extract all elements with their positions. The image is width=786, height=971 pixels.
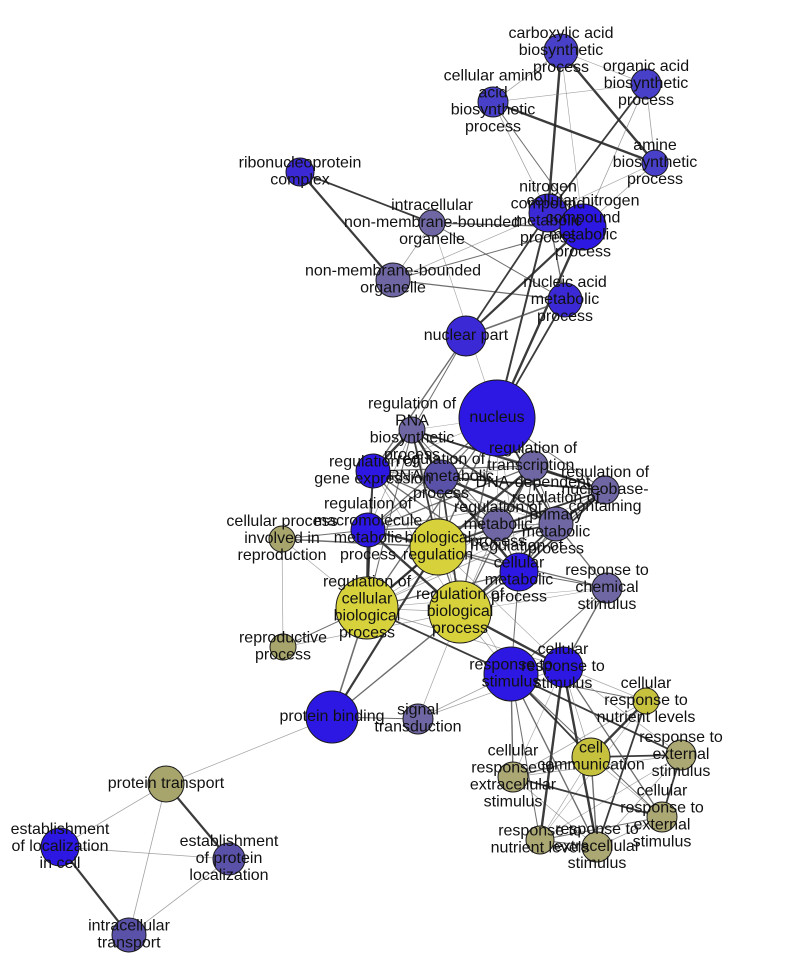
svg-text:ribonucleoprotein: ribonucleoprotein bbox=[239, 155, 362, 172]
svg-text:process: process bbox=[555, 244, 611, 261]
svg-text:metabolic: metabolic bbox=[531, 291, 599, 308]
svg-text:process: process bbox=[618, 92, 674, 109]
svg-text:organelle: organelle bbox=[360, 280, 426, 297]
svg-text:regulation of: regulation of bbox=[454, 499, 543, 516]
svg-text:cellular process: cellular process bbox=[226, 513, 337, 530]
svg-text:process: process bbox=[339, 625, 395, 642]
svg-text:response to: response to bbox=[604, 692, 688, 709]
svg-text:nutrient levels: nutrient levels bbox=[597, 709, 696, 726]
svg-text:regulation of: regulation of bbox=[489, 440, 578, 457]
svg-text:biosynthetic: biosynthetic bbox=[519, 42, 604, 59]
svg-text:external: external bbox=[653, 746, 710, 763]
svg-text:in cell: in cell bbox=[40, 855, 81, 872]
svg-text:regulation of: regulation of bbox=[397, 451, 486, 468]
svg-text:biosynthetic: biosynthetic bbox=[604, 75, 689, 92]
svg-text:metabolic: metabolic bbox=[464, 516, 532, 533]
svg-text:biological: biological bbox=[334, 608, 401, 625]
svg-text:establishment: establishment bbox=[11, 821, 110, 838]
svg-text:transduction: transduction bbox=[374, 719, 461, 736]
svg-text:biological: biological bbox=[427, 603, 494, 620]
svg-text:stimulus: stimulus bbox=[534, 675, 593, 692]
svg-text:establishment: establishment bbox=[180, 833, 279, 850]
svg-text:cell: cell bbox=[579, 740, 603, 757]
svg-text:biosynthetic: biosynthetic bbox=[370, 430, 455, 447]
svg-text:cellular: cellular bbox=[637, 783, 688, 800]
svg-text:intracellular: intracellular bbox=[391, 197, 473, 214]
svg-text:cellular: cellular bbox=[538, 641, 589, 658]
svg-text:metabolic: metabolic bbox=[549, 227, 617, 244]
svg-text:reproductive: reproductive bbox=[239, 630, 327, 647]
svg-text:regulation of: regulation of bbox=[416, 586, 505, 603]
svg-text:intracellular: intracellular bbox=[88, 918, 170, 935]
svg-text:signal: signal bbox=[397, 702, 439, 719]
svg-text:organic acid: organic acid bbox=[603, 58, 689, 75]
svg-text:process: process bbox=[255, 647, 311, 664]
svg-text:nucleus: nucleus bbox=[469, 409, 524, 426]
svg-text:response to: response to bbox=[639, 729, 723, 746]
svg-text:process: process bbox=[627, 171, 683, 188]
svg-text:response to: response to bbox=[555, 821, 639, 838]
svg-text:complex: complex bbox=[270, 172, 330, 189]
svg-text:transport: transport bbox=[97, 935, 161, 952]
svg-text:biosynthetic: biosynthetic bbox=[451, 102, 536, 119]
svg-text:of protein: of protein bbox=[196, 850, 263, 867]
svg-text:external: external bbox=[634, 817, 691, 834]
svg-text:protein transport: protein transport bbox=[108, 775, 225, 792]
svg-text:regulation of: regulation of bbox=[323, 574, 412, 591]
svg-text:process: process bbox=[432, 620, 488, 637]
svg-text:stimulus: stimulus bbox=[568, 855, 627, 872]
svg-text:RNA: RNA bbox=[395, 413, 429, 430]
svg-text:cellular: cellular bbox=[621, 675, 672, 692]
svg-text:acid: acid bbox=[478, 85, 507, 102]
svg-text:non-membrane-bounded: non-membrane-bounded bbox=[344, 214, 520, 231]
svg-text:metabolic: metabolic bbox=[334, 530, 402, 547]
svg-text:localization: localization bbox=[189, 867, 268, 884]
svg-text:compound: compound bbox=[546, 210, 621, 227]
svg-text:response to: response to bbox=[565, 562, 649, 579]
svg-text:stimulus: stimulus bbox=[482, 674, 541, 691]
svg-text:involved in: involved in bbox=[244, 530, 320, 547]
svg-text:regulation: regulation bbox=[403, 547, 473, 564]
svg-text:RNA metabolic: RNA metabolic bbox=[388, 468, 494, 485]
svg-text:response to: response to bbox=[471, 760, 555, 777]
svg-text:cellular amino: cellular amino bbox=[444, 68, 543, 85]
svg-text:process: process bbox=[537, 308, 593, 325]
svg-text:biological: biological bbox=[405, 530, 472, 547]
svg-text:nucleic acid: nucleic acid bbox=[523, 274, 607, 291]
svg-text:nuclear part: nuclear part bbox=[424, 327, 509, 344]
svg-text:of localization: of localization bbox=[12, 838, 109, 855]
svg-text:stimulus: stimulus bbox=[633, 834, 692, 851]
svg-text:cellular: cellular bbox=[488, 743, 539, 760]
svg-text:cellular nitrogen: cellular nitrogen bbox=[527, 193, 640, 210]
svg-text:response to: response to bbox=[521, 658, 605, 675]
svg-text:protein binding: protein binding bbox=[280, 708, 385, 725]
svg-text:process: process bbox=[340, 547, 396, 564]
svg-text:regulation of: regulation of bbox=[475, 538, 564, 555]
svg-text:extracellular: extracellular bbox=[554, 838, 641, 855]
svg-text:non-membrane-bounded: non-membrane-bounded bbox=[305, 263, 481, 280]
svg-text:biosynthetic: biosynthetic bbox=[613, 154, 698, 171]
svg-text:cellular: cellular bbox=[342, 591, 393, 608]
svg-text:process: process bbox=[465, 119, 521, 136]
svg-text:reproduction: reproduction bbox=[238, 547, 327, 564]
svg-text:carboxylic acid: carboxylic acid bbox=[509, 25, 614, 42]
svg-text:regulation of: regulation of bbox=[324, 496, 413, 513]
svg-text:stimulus: stimulus bbox=[484, 794, 543, 811]
svg-text:stimulus: stimulus bbox=[578, 596, 637, 613]
svg-text:cellular: cellular bbox=[494, 555, 545, 572]
svg-text:stimulus: stimulus bbox=[652, 763, 711, 780]
svg-text:extracellular: extracellular bbox=[470, 777, 557, 794]
svg-text:organelle: organelle bbox=[399, 231, 465, 248]
svg-text:regulation of: regulation of bbox=[561, 464, 650, 481]
svg-text:amine: amine bbox=[633, 137, 677, 154]
svg-text:regulation of: regulation of bbox=[368, 396, 457, 413]
svg-text:chemical: chemical bbox=[575, 579, 638, 596]
svg-text:response to: response to bbox=[620, 800, 704, 817]
